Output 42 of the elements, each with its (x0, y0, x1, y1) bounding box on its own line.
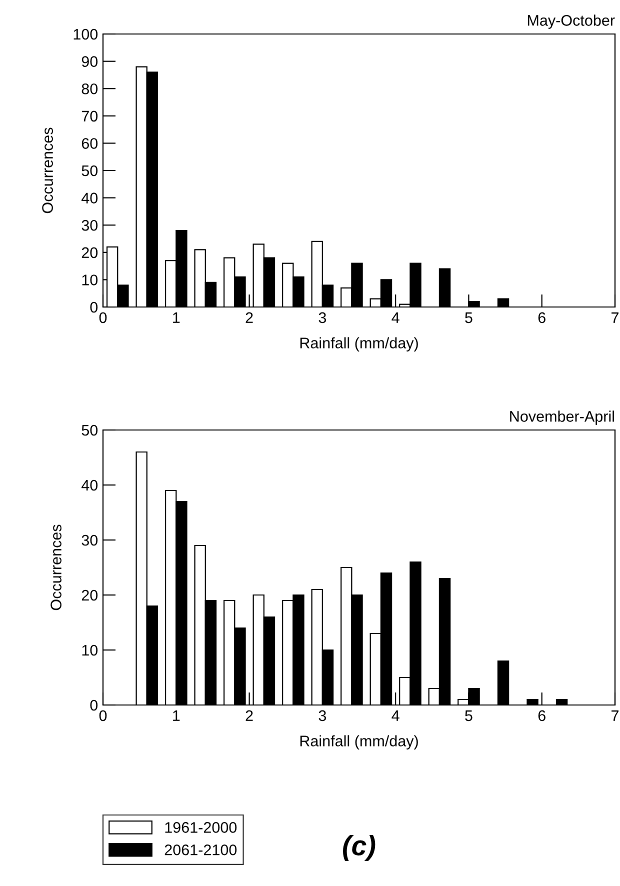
x-axis-title: Rainfall (mm/day) (300, 337, 418, 352)
y-tick-label: 40 (82, 192, 98, 204)
legend-label: 2061-2100 (164, 844, 237, 856)
y-tick-label: 100 (74, 28, 98, 40)
x-tick-label: 6 (538, 710, 546, 722)
y-axis-title: Occurrences (50, 524, 62, 610)
x-tick-label: 2 (246, 312, 253, 323)
y-tick-label: 60 (82, 138, 98, 149)
y-tick-label: 50 (82, 424, 98, 436)
y-tick-label: 20 (82, 590, 98, 601)
x-tick-label: 4 (392, 710, 400, 721)
chart-title: May-October (528, 14, 615, 29)
x-axis-title: Rainfall (mm/day) (300, 735, 418, 750)
x-tick-label: 3 (318, 710, 326, 722)
y-tick-label: 20 (82, 247, 98, 258)
text: (c) (343, 835, 376, 861)
y-tick-label: 10 (82, 274, 98, 286)
y-tick-label: 10 (82, 644, 98, 656)
y-tick-label: 30 (82, 534, 98, 546)
x-tick-label: 1 (173, 312, 180, 323)
x-tick-label: 5 (465, 710, 472, 722)
x-tick-label: 7 (612, 312, 618, 323)
y-tick-label: 80 (82, 83, 98, 94)
x-tick-label: 4 (392, 312, 400, 323)
y-tick-label: 0 (90, 700, 98, 711)
y-tick-label: 30 (82, 220, 98, 231)
x-tick-label: 7 (612, 710, 618, 721)
y-tick-label: 90 (82, 56, 98, 67)
y-tick-label: 70 (82, 110, 98, 122)
x-tick-label: 1 (173, 710, 180, 721)
y-tick-label: 0 (90, 302, 98, 313)
x-tick-label: 5 (465, 312, 472, 324)
x-tick-label: 2 (246, 710, 253, 721)
x-tick-label: 6 (538, 312, 546, 324)
y-tick-label: 50 (82, 165, 98, 176)
x-tick-label: 3 (318, 312, 326, 324)
y-tick-label: 40 (82, 480, 98, 491)
x-tick-label: 0 (99, 312, 107, 324)
legend-label: 1961-2000 (165, 822, 237, 833)
chart-title: November-April (510, 410, 614, 425)
y-axis-title: Occurrences (42, 128, 53, 214)
x-tick-label: 0 (99, 710, 107, 722)
